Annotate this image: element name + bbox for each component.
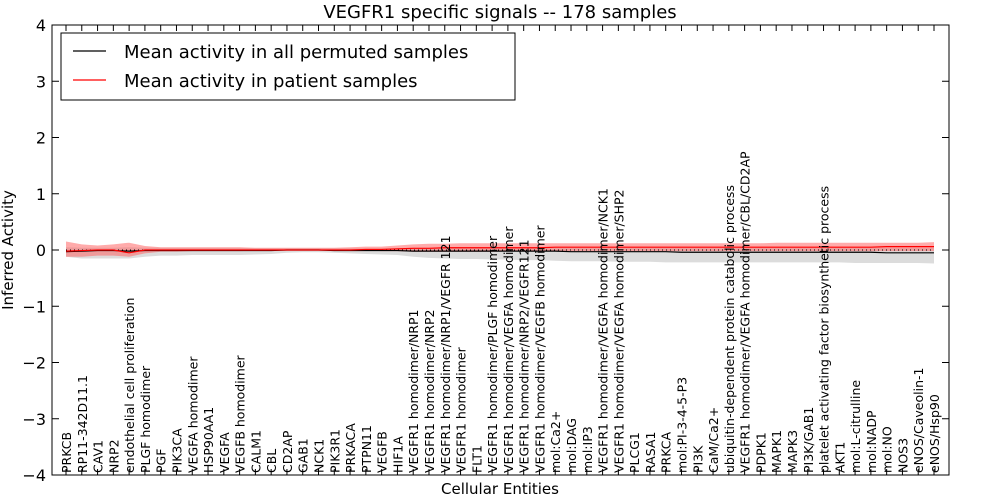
chart-title: VEGFR1 specific signals -- 178 samples <box>323 2 676 23</box>
x-tick-label: RP11-342D11.1 <box>75 375 90 473</box>
x-tick-label: VEGFR1 homodimer/VEGFA homodimer <box>501 226 516 473</box>
y-tick-label: 3 <box>36 72 46 91</box>
x-tick-label: VEGFR1 homodimer/NRP2/VEGFR121 <box>517 239 532 473</box>
x-tick-label: FLT1 <box>469 445 484 473</box>
x-tick-label: NRP2 <box>106 439 121 473</box>
y-axis-label: Inferred Activity <box>0 190 17 310</box>
x-tick-label: mol:DAG <box>564 418 579 473</box>
x-tick-label: CaM/Ca2+ <box>706 407 721 473</box>
y-tick-label: 4 <box>36 16 46 35</box>
x-tick-label: PI3K/GAB1 <box>801 407 816 473</box>
y-tick-label: −3 <box>22 410 46 429</box>
x-tick-label: PRKCB <box>59 432 74 473</box>
legend-box <box>60 32 516 101</box>
x-tick-label: MAPK3 <box>785 430 800 473</box>
x-tick-label: mol:NO <box>880 426 895 473</box>
x-tick-label: VEGFB <box>375 431 390 473</box>
confidence-bands <box>66 241 934 264</box>
x-tick-label: PGF <box>154 449 169 473</box>
x-tick-label: platelet activating factor biosynthetic … <box>817 186 832 473</box>
x-tick-label: VEGFB homodimer <box>233 354 248 473</box>
x-tick-label: PTPN11 <box>359 425 374 473</box>
band-patient <box>66 241 934 257</box>
x-tick-label: mol:PI-3-4-5-P3 <box>674 377 689 473</box>
x-tick-label: VEGFR1 homodimer/VEGFA homodimer/CBL/CD2… <box>738 151 753 473</box>
x-tick-label: ubiquitin-dependent protein catabolic pr… <box>722 185 737 473</box>
x-tick-label: PIK3CA <box>169 428 184 473</box>
x-tick-label: RASA1 <box>643 432 658 473</box>
x-tick-label: mol:L-citrulline <box>848 380 863 473</box>
x-tick-label: CBL <box>264 449 279 473</box>
x-axis-label: Cellular Entities <box>441 480 559 498</box>
x-tick-label: CAV1 <box>91 440 106 473</box>
x-tick-label: eNOS/Caveolin-1 <box>911 368 926 473</box>
x-tick-label: VEGFR1 homodimer/VEGFA homodimer/NCK1 <box>596 188 611 473</box>
x-tick-label: VEGFA <box>217 432 232 473</box>
x-tick-label: mol:IP3 <box>580 426 595 473</box>
x-tick-label: mol:NADP <box>864 410 879 473</box>
x-tick-label: mol:Ca2+ <box>548 411 563 473</box>
x-tick-label: MAPK1 <box>769 430 784 473</box>
x-tick-label: PRKCA <box>659 432 674 473</box>
x-tick-label: GAB1 <box>296 438 311 473</box>
y-axis: −4 −3 −2 −1 0 1 2 3 4 <box>22 16 949 485</box>
legend-label-permuted: Mean activity in all permuted samples <box>124 42 468 63</box>
y-tick-label: −1 <box>22 297 46 316</box>
x-tick-label: PRKACA <box>343 423 358 473</box>
x-axis: PRKCB RP11-342D11.1 CAV1 NRP2 endothelial ce… <box>59 25 942 475</box>
band-permuted <box>66 247 934 264</box>
x-tick-label: AKT1 <box>832 442 847 473</box>
series-line-patient <box>65 246 934 254</box>
x-tick-label: VEGFR1 homodimer/VEGFA homodimer/SHP2 <box>611 189 626 473</box>
legend: Mean activity in all permuted samples Me… <box>60 32 516 101</box>
x-tick-label: VEGFR1 homodimer/NRP1/VEGFR 121 <box>438 235 453 473</box>
x-tick-label: NOS3 <box>895 438 910 473</box>
x-tick-label: endothelial cell proliferation <box>122 298 137 473</box>
x-tick-label: VEGFR1 homodimer/NRP1 <box>406 310 421 473</box>
x-tick-label: PI3K <box>690 445 705 473</box>
legend-label-patient: Mean activity in patient samples <box>124 71 418 92</box>
y-tick-label: 2 <box>36 129 46 148</box>
x-tick-label: CALM1 <box>248 430 263 473</box>
x-tick-label: PIK3R1 <box>327 429 342 473</box>
x-tick-label: VEGFR1 homodimer <box>454 346 469 473</box>
y-tick-label: 1 <box>36 185 46 204</box>
x-tick-label: VEGFR1 homodimer/VEGFB homodimer <box>532 224 547 472</box>
x-tick-label: eNOS/Hsp90 <box>927 394 942 473</box>
x-tick-label: PDPK1 <box>753 432 768 473</box>
x-tick-label: VEGFR1 homodimer/NRP2 <box>422 310 437 473</box>
x-tick-label: HIF1A <box>390 436 405 473</box>
x-tick-label: HSP90AA1 <box>201 407 216 473</box>
x-tick-label: NCK1 <box>312 439 327 473</box>
x-tick-label: VEGFR1 homodimer/PLGF homodimer <box>485 235 500 473</box>
y-tick-label: 0 <box>36 241 46 260</box>
y-tick-label: −4 <box>22 466 46 485</box>
x-tick-label: VEGFA homodimer <box>185 356 200 473</box>
x-tick-label: PLCG1 <box>627 432 642 473</box>
x-tick-label: CD2AP <box>280 430 295 473</box>
y-tick-label: −2 <box>22 354 46 373</box>
x-tick-label: PLGF homodimer <box>138 365 153 473</box>
series-lines <box>65 246 934 254</box>
